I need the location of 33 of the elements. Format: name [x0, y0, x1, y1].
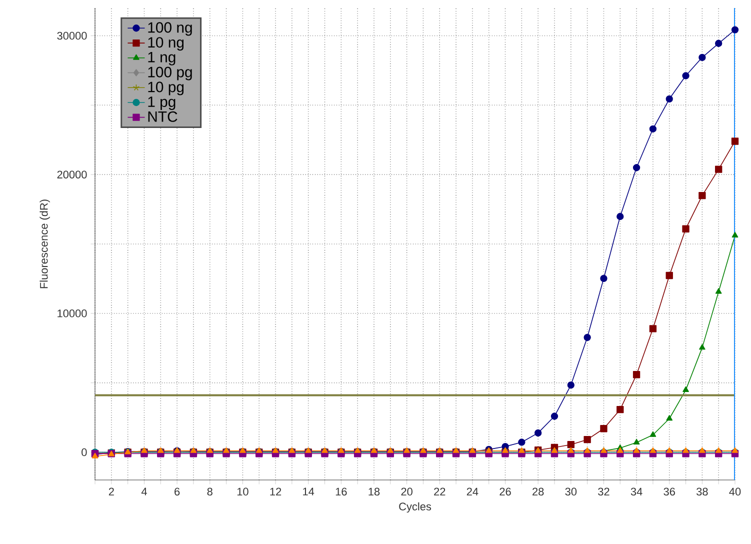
x-tick-label: 24	[466, 488, 478, 496]
x-tick-label: 12	[270, 488, 282, 496]
x-tick-label: 22	[434, 488, 446, 496]
y-tick-label: 30000	[57, 32, 87, 40]
x-tick-label: 8	[207, 488, 212, 496]
legend-label: 1 pg	[148, 96, 176, 110]
legend-label: 10 ng	[148, 37, 184, 51]
x-tick-label: 2	[108, 488, 114, 496]
legend-label: 100 ng	[148, 22, 192, 36]
legend-label: NTC	[148, 111, 178, 122]
x-tick-label: 40	[729, 488, 741, 496]
x-tick-label: 32	[598, 488, 610, 496]
x-tick-label: 6	[174, 488, 180, 496]
x-tick-label: 14	[303, 488, 314, 496]
x-tick-label: 34	[630, 488, 642, 496]
legend-label: 10 pg	[148, 82, 184, 96]
y-tick-label: 20000	[57, 170, 87, 178]
legend-label: 1 ng	[148, 52, 176, 66]
x-tick-label: 38	[696, 488, 708, 496]
y-tick-label: 10000	[58, 310, 87, 318]
x-tick-label: 10	[237, 488, 248, 496]
y-axis-title: Fluorescence (dR)	[40, 200, 50, 288]
x-tick-label: 16	[336, 488, 347, 496]
x-tick-label: 20	[401, 488, 412, 496]
x-axis-title: Cycles	[399, 502, 432, 513]
x-tick-label: 4	[141, 488, 147, 496]
x-tick-label: 30	[565, 488, 577, 496]
x-tick-label: 28	[532, 488, 544, 496]
x-tick-label: 18	[368, 488, 380, 496]
y-tick-label: 0	[82, 448, 87, 456]
x-tick-label: 36	[664, 488, 675, 496]
legend-label: 100 pg	[148, 66, 192, 80]
x-tick-label: 26	[500, 488, 511, 496]
